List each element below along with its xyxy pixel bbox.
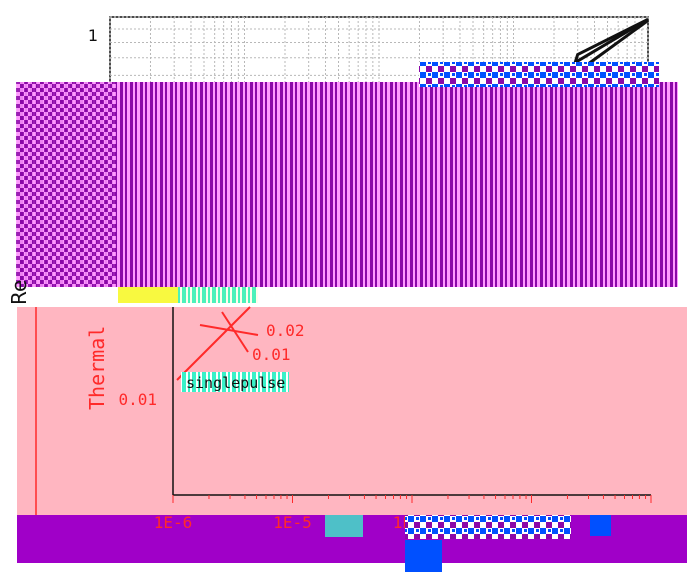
bottom-plot-panel [17, 307, 687, 515]
obscured-bottom-left-block [405, 540, 442, 572]
obscured-panel-upper [17, 82, 678, 287]
ylabel-top-fragment: Re [7, 280, 31, 305]
obscured-bottom-square [590, 515, 611, 536]
x-tick-label: 1E-5 [273, 513, 312, 532]
obscured-band-top [419, 62, 659, 87]
obscured-bottom-teal [325, 515, 363, 537]
x-tick-label: 1E-6 [154, 513, 193, 532]
top-y-tick-label: 1 [88, 26, 98, 45]
ylabel-thermal: Thermal [85, 326, 109, 410]
bottom-y-tick-label: 0.01 [118, 390, 157, 409]
annotation-0.01: 0.01 [252, 345, 291, 364]
obscured-strip-teal [178, 287, 258, 303]
bottom-ticks [172, 495, 652, 503]
obscured-bottom-blue [405, 515, 571, 539]
singlepulse-label-bg [181, 372, 289, 392]
annotation-0.02: 0.02 [266, 321, 305, 340]
annotation-singlepulse: singlepulse [186, 374, 285, 392]
annotation-pointer-0.02 [199, 324, 259, 336]
annotation-line-main [176, 306, 251, 381]
annotation-pointer-0.01 [221, 311, 249, 353]
obscured-panel-left [16, 82, 116, 287]
